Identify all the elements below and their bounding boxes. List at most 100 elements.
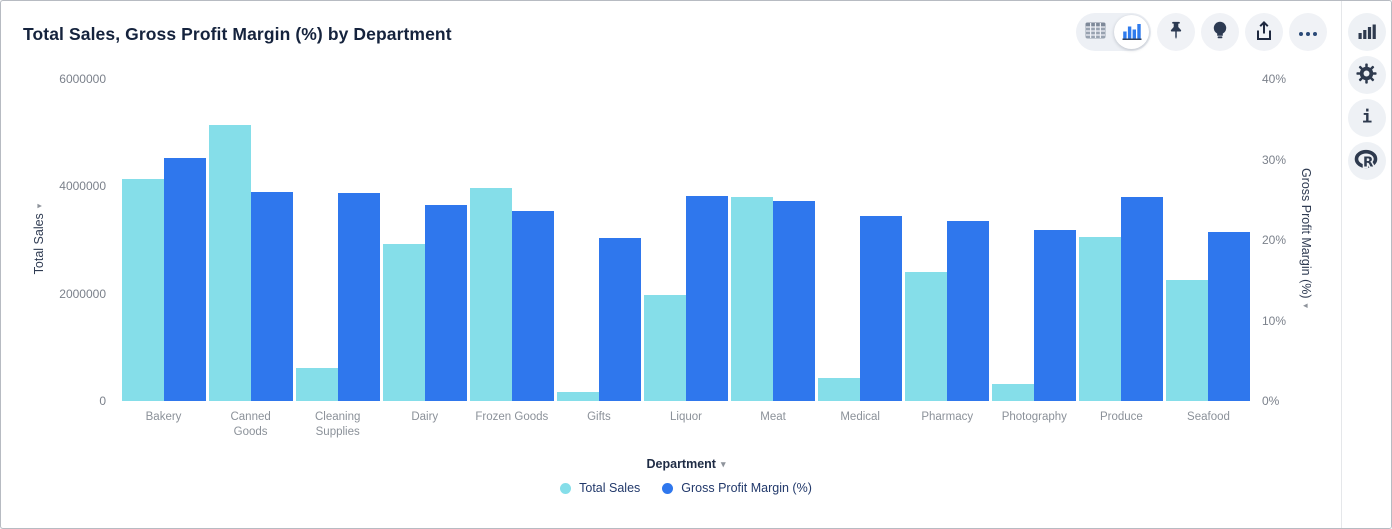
svg-text:R: R xyxy=(1363,154,1374,170)
bar-total-sales-frozen-goods[interactable] xyxy=(469,188,512,401)
category-label-photography: Photography xyxy=(1001,411,1067,423)
legend-item-total-sales[interactable]: Total Sales xyxy=(560,481,640,495)
legend-label: Gross Profit Margin (%) xyxy=(681,481,812,495)
more-options-button[interactable] xyxy=(1289,13,1327,51)
category-label-seafood: Seafood xyxy=(1187,411,1230,423)
category-label-medical: Medical xyxy=(840,411,880,423)
x-axis-title[interactable]: Department ▾ xyxy=(120,457,1252,471)
bar-total-sales-produce[interactable] xyxy=(1079,237,1122,401)
category-label-bakery: Bakery xyxy=(145,411,182,423)
view-toggle[interactable] xyxy=(1076,13,1151,51)
bar-gross-profit-margin-produce[interactable] xyxy=(1121,197,1164,401)
dropdown-caret-icon: ▾ xyxy=(1301,303,1312,309)
category-label-pharmacy: Pharmacy xyxy=(921,411,974,423)
bar-gross-profit-margin-photography[interactable] xyxy=(1034,230,1077,401)
plot-area xyxy=(120,79,1252,401)
chart-panel: Total Sales, Gross Profit Margin (%) by … xyxy=(1,1,1341,528)
info-button[interactable]: i xyxy=(1347,99,1386,137)
bar-chart-icon xyxy=(1357,22,1377,43)
info-icon: i xyxy=(1357,107,1377,130)
bar-gross-profit-margin-cleaning-supplies[interactable] xyxy=(337,193,380,401)
bar-total-sales-medical[interactable] xyxy=(818,378,861,401)
bar-group-pharmacy xyxy=(904,79,991,401)
category-label-produce: Produce xyxy=(1099,411,1143,423)
svg-text:i: i xyxy=(1361,107,1371,127)
bar-group-seafood xyxy=(1165,79,1252,401)
bar-gross-profit-margin-liquor[interactable] xyxy=(686,196,728,401)
bar-group-produce xyxy=(1078,79,1165,401)
page-title: Total Sales, Gross Profit Margin (%) by … xyxy=(23,24,452,44)
bar-gross-profit-margin-canned-goods[interactable] xyxy=(250,192,293,401)
tick-right-label: 10% xyxy=(1262,313,1287,328)
bar-group-meat xyxy=(730,79,817,401)
chart-type-button[interactable] xyxy=(1347,13,1386,51)
pin-button[interactable] xyxy=(1157,13,1195,51)
bar-chart-icon xyxy=(1122,22,1142,43)
table-view-button[interactable] xyxy=(1078,15,1113,49)
bar-group-photography xyxy=(991,79,1078,401)
category-label-meat: Meat xyxy=(760,411,786,423)
bar-group-dairy xyxy=(381,79,468,401)
dropdown-caret-icon: ▾ xyxy=(720,458,726,469)
bar-gross-profit-margin-meat[interactable] xyxy=(773,201,816,401)
tick-right-label: 40% xyxy=(1262,72,1287,86)
tick-right-label: 0% xyxy=(1262,394,1280,408)
r-plugin-button[interactable]: R R xyxy=(1347,142,1386,180)
r-logo-icon: R R xyxy=(1354,149,1379,174)
legend-item-gross-profit-margin[interactable]: Gross Profit Margin (%) xyxy=(662,481,812,495)
bar-gross-profit-margin-medical[interactable] xyxy=(860,216,903,401)
bar-total-sales-dairy[interactable] xyxy=(382,244,425,401)
bar-group-gifts xyxy=(555,79,642,401)
bar-total-sales-photography[interactable] xyxy=(992,384,1035,401)
bar-gross-profit-margin-bakery[interactable] xyxy=(163,158,206,401)
legend-label: Total Sales xyxy=(579,481,641,495)
category-label-cleaning-supplies: Cleaning Supplies xyxy=(314,411,361,438)
x-axis-title-text: Department xyxy=(646,457,716,471)
category-label-canned-goods: Canned Goods xyxy=(230,411,271,438)
tick-left-label: 2000000 xyxy=(59,286,106,301)
bar-group-canned-goods xyxy=(207,79,294,401)
bar-gross-profit-margin-dairy[interactable] xyxy=(424,205,467,401)
bar-group-liquor xyxy=(642,79,729,401)
bar-group-frozen-goods xyxy=(468,79,555,401)
legend-dot-gross-profit-margin xyxy=(662,482,674,494)
settings-button[interactable] xyxy=(1347,56,1386,94)
legend-dot-total-sales xyxy=(560,482,572,494)
category-label-frozen-goods: Frozen Goods xyxy=(475,411,549,423)
category-label-liquor: Liquor xyxy=(670,411,702,423)
bar-total-sales-gifts[interactable] xyxy=(556,392,599,401)
bar-gross-profit-margin-pharmacy[interactable] xyxy=(947,221,990,401)
tick-right-label: 30% xyxy=(1262,152,1287,167)
bar-group-medical xyxy=(817,79,904,401)
bar-gross-profit-margin-frozen-goods[interactable] xyxy=(511,211,554,401)
pin-icon xyxy=(1165,20,1187,45)
bar-total-sales-pharmacy[interactable] xyxy=(905,272,948,401)
bar-total-sales-canned-goods[interactable] xyxy=(208,125,251,401)
table-icon xyxy=(1085,22,1106,42)
insights-button[interactable] xyxy=(1201,13,1239,51)
legend: Total Sales Gross Profit Margin (%) xyxy=(120,481,1252,495)
share-export-icon xyxy=(1254,20,1274,44)
tick-left-label: 4000000 xyxy=(59,179,106,194)
bar-total-sales-bakery[interactable] xyxy=(121,179,164,401)
gear-icon xyxy=(1355,62,1378,88)
export-button[interactable] xyxy=(1245,13,1283,51)
bar-total-sales-liquor[interactable] xyxy=(644,295,686,401)
tick-left-label: 6000000 xyxy=(59,72,106,86)
bar-total-sales-cleaning-supplies[interactable] xyxy=(295,368,338,401)
bar-gross-profit-margin-seafood[interactable] xyxy=(1208,232,1251,401)
left-axis-title-text: Total Sales xyxy=(32,213,46,275)
bar-group-cleaning-supplies xyxy=(294,79,381,401)
bar-total-sales-meat[interactable] xyxy=(731,197,774,401)
ellipsis-icon xyxy=(1298,25,1318,40)
x-axis-labels: Bakery Canned Goods Cleaning Supplies Dairy… xyxy=(120,410,1252,440)
tick-left-label: 0 xyxy=(99,394,106,408)
tick-right-label: 20% xyxy=(1262,233,1287,247)
toolbar xyxy=(1076,13,1327,51)
bar-total-sales-seafood[interactable] xyxy=(1166,280,1209,401)
right-axis-title[interactable]: Gross Profit Margin (%) ▾ xyxy=(1299,168,1313,308)
bar-gross-profit-margin-gifts[interactable] xyxy=(598,238,641,401)
left-axis-title[interactable]: Total Sales ▾ xyxy=(32,204,46,275)
chart-view-button[interactable] xyxy=(1114,15,1149,49)
